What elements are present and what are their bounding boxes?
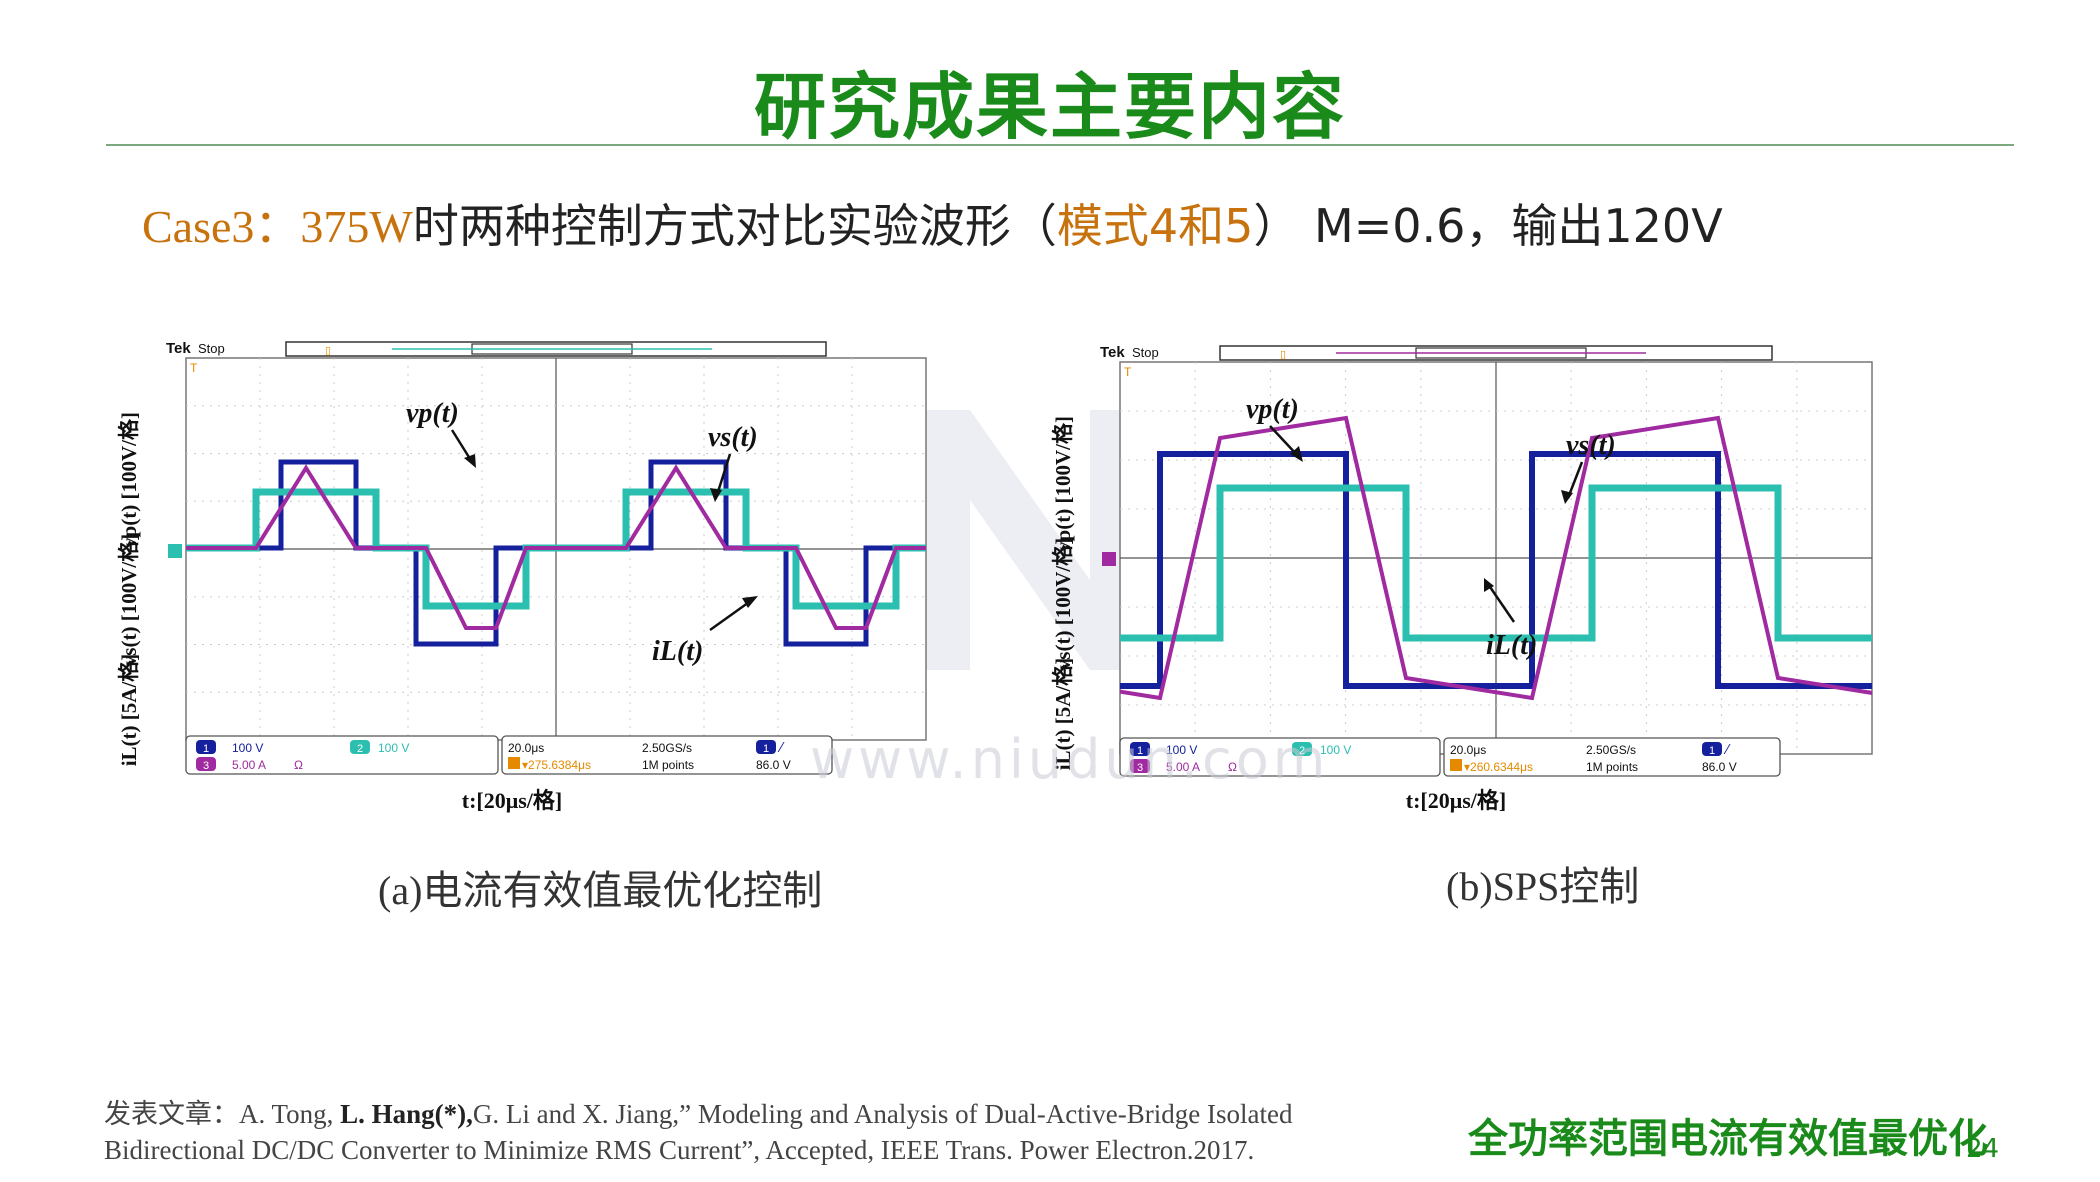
sample-rate: 2.50GS/s	[642, 741, 692, 755]
slide-tagline: 全功率范围电流有效值最优化	[1468, 1116, 1988, 1162]
power-value: 375W	[300, 201, 413, 252]
timebase: 20.0μs	[1450, 743, 1486, 757]
slide-title: 研究成果主要内容	[753, 65, 1346, 149]
publication-reference: 发表文章：A. Tong, L. Hang(*),G. Li and X. Ji…	[104, 1096, 1292, 1168]
svg-text:Ω: Ω	[294, 758, 303, 772]
time-axis-label: t:[20μs/格]	[462, 788, 562, 813]
label-vp: vp(t)	[1246, 394, 1299, 425]
timebase-readout	[501, 735, 833, 775]
axis-label-vp: vp(t) [100V/格]	[117, 412, 141, 548]
ch3-ground-marker	[1102, 552, 1116, 566]
vp-trace	[1120, 451, 1872, 689]
svg-text:⁄: ⁄	[777, 741, 785, 756]
ch3-scale: 5.00 A	[232, 758, 266, 772]
svg-text:T: T	[190, 361, 198, 375]
ch1-scale: 100 V	[232, 741, 263, 755]
ch3-scale: 5.00 A	[1166, 760, 1200, 774]
svg-text:T: T	[1124, 365, 1132, 379]
axis-label-il: iL(t) [5A/格]	[1051, 658, 1075, 771]
mode-label: 模式4和5	[1056, 199, 1254, 253]
caption-a: (a)电流有效值最优化控制	[378, 868, 823, 913]
trigger-level: 86.0 V	[1702, 760, 1737, 774]
sample-rate: 2.50GS/s	[1586, 743, 1636, 757]
trigger-level: 86.0 V	[756, 758, 791, 772]
axis-label-vs: vs(t) [100V/格]	[117, 534, 141, 666]
reference-line1: G. Li and X. Jiang,” Modeling and Analys…	[472, 1099, 1293, 1129]
trigger-position: ▾260.6344μs	[1464, 760, 1533, 774]
channel-readout	[185, 735, 499, 775]
svg-text:3: 3	[203, 760, 209, 772]
ch2-ground-marker	[168, 544, 182, 558]
label-il: iL(t)	[652, 636, 703, 667]
axis-label-vp: vp(t) [100V/格]	[1051, 416, 1075, 552]
channel-readout	[1119, 737, 1441, 777]
svg-text:▯: ▯	[325, 345, 331, 357]
svg-text:⁄: ⁄	[1723, 743, 1731, 758]
ch2-scale: 100 V	[1320, 743, 1351, 757]
svg-text:3: 3	[1137, 762, 1143, 774]
scope-state: Stop	[1132, 345, 1159, 360]
record-length: 1M points	[642, 758, 694, 772]
svg-text:▯: ▯	[1280, 349, 1286, 361]
scope-brand: Tek	[166, 340, 191, 357]
time-axis-label: t:[20μs/格]	[1406, 788, 1506, 813]
label-il: iL(t)	[1486, 630, 1537, 661]
timebase: 20.0μs	[508, 741, 544, 755]
svg-text:2: 2	[1299, 745, 1305, 757]
waveform-traces	[186, 459, 926, 647]
axis-label-vs: vs(t) [100V/格]	[1051, 538, 1075, 670]
svg-text:1: 1	[763, 743, 769, 755]
label-vp: vp(t)	[406, 398, 459, 429]
oscilloscope-b: Tek Stop ▯ T vp(t) vs(t) iL(t) vp(t) [10…	[1051, 344, 1873, 813]
case-label: Case3：	[142, 201, 301, 252]
label-vs: vs(t)	[1566, 430, 1616, 461]
watermark-text: www.niudun.com	[810, 728, 1330, 791]
record-length: 1M points	[1586, 760, 1638, 774]
ch2-scale: 100 V	[378, 741, 409, 755]
reference-line2: Bidirectional DC/DC Converter to Minimiz…	[104, 1135, 1255, 1165]
oscilloscope-a: Tek Stop ▯ T vp(t) vs(t) iL(t) vp(t) [10…	[117, 340, 927, 813]
reference-prefix: 发表文章：A. Tong,	[104, 1099, 341, 1129]
axis-label-il: iL(t) [5A/格]	[117, 654, 141, 767]
case-subtitle: Case3：375W时两种控制方式对比实验波形（模式4和5） M=0.6，输出1…	[142, 190, 1723, 256]
label-vs: vs(t)	[708, 422, 758, 453]
title-divider	[106, 144, 2014, 146]
subtitle-text-a: 时两种控制方式对比实验波形（	[412, 199, 1057, 253]
scope-brand: Tek	[1100, 344, 1125, 361]
svg-text:1: 1	[203, 743, 209, 755]
svg-text:1: 1	[1137, 745, 1143, 757]
waveform-traces	[1120, 415, 1872, 701]
timebase-readout	[1443, 737, 1781, 777]
scope-state: Stop	[198, 341, 225, 356]
vs-trace	[1120, 484, 1872, 642]
svg-text:Ω: Ω	[1228, 760, 1237, 774]
caption-b: (b)SPS控制	[1446, 864, 1640, 909]
il-trace	[1120, 415, 1872, 701]
ch1-scale: 100 V	[1166, 743, 1197, 757]
trigger-position: ▾275.6384μs	[522, 758, 591, 772]
svg-text:2: 2	[357, 743, 363, 755]
subtitle-text-b: ） M=0.6，输出120V	[1253, 199, 1723, 253]
page-number: 24	[1966, 1134, 2000, 1164]
svg-text:1: 1	[1709, 745, 1715, 757]
il-trace	[186, 464, 926, 630]
reference-author: L. Hang(*),	[340, 1099, 473, 1129]
